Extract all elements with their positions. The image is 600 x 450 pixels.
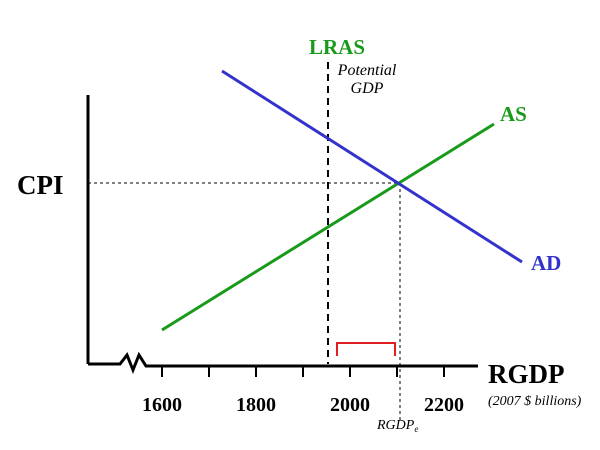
tick-label-1600: 1600 (142, 394, 182, 416)
as-curve (161, 122, 495, 332)
rgdp-equilibrium-subscript: e (414, 424, 418, 434)
potential-gdp-label-line1: Potential (337, 62, 397, 79)
ad-label: AD (531, 251, 561, 275)
ad-curve (221, 69, 523, 264)
tick-label-2200: 2200 (424, 394, 464, 416)
tick-label-2000: 2000 (330, 394, 370, 416)
as-label: AS (500, 102, 527, 126)
lras-label: LRAS (309, 35, 365, 59)
output-gap-bracket (336, 342, 396, 356)
rgdp-equilibrium-label: RGDPe (376, 418, 418, 434)
x-axis-ticks (161, 366, 445, 377)
rgdp-equilibrium-main: RGDP (376, 418, 415, 433)
x-axis-line (88, 351, 478, 375)
tick-label-1800: 1800 (236, 394, 276, 416)
potential-gdp-label-line2: GDP (351, 80, 384, 97)
y-axis-label: CPI (17, 170, 64, 200)
x-axis-label: RGDP (488, 359, 565, 389)
x-axis-units: (2007 $ billions) (488, 394, 582, 409)
